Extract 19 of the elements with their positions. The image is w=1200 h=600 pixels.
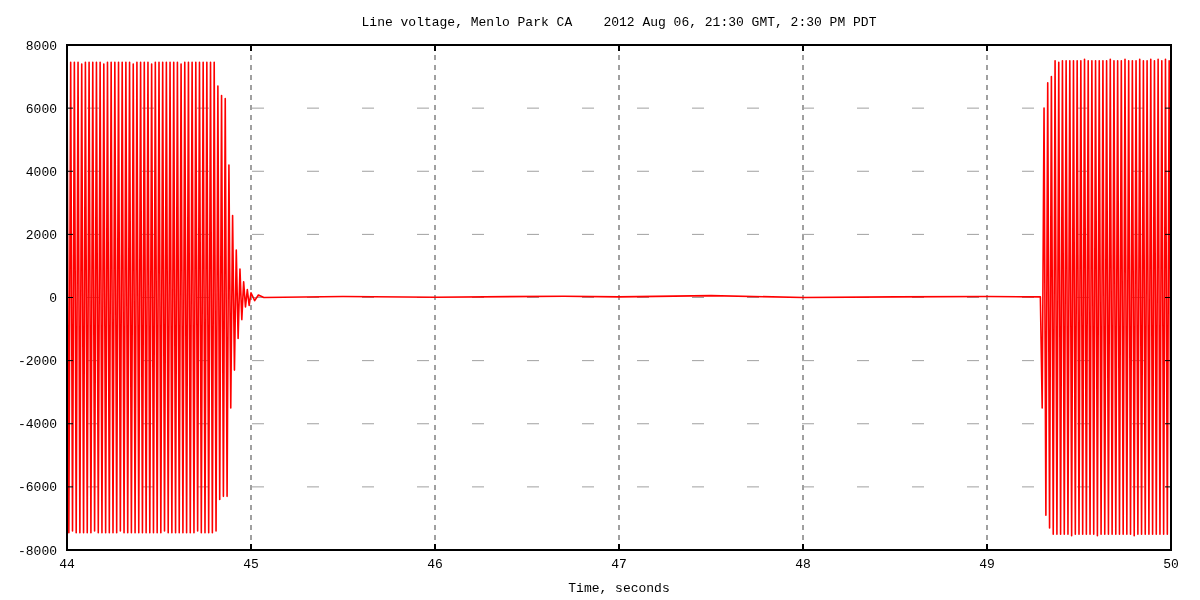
x-tick-label: 46 — [427, 557, 443, 572]
chart-title: Line voltage, Menlo Park CA 2012 Aug 06, 21:30 GMT, 2:30 PM PDT — [361, 15, 877, 30]
y-tick-label: 8000 — [25, 38, 57, 54]
x-tick-label: 47 — [611, 557, 627, 572]
y-tick-label: -8000 — [17, 543, 57, 559]
y-tick-label: 0 — [49, 291, 57, 307]
y-tick-label: -6000 — [17, 480, 57, 496]
x-tick-label: 45 — [243, 557, 259, 572]
y-tick-label: 6000 — [25, 101, 57, 117]
y-tick-label: 4000 — [25, 164, 57, 180]
x-tick-label: 49 — [979, 557, 995, 572]
line-series — [66, 58, 1172, 537]
x-tick-label: 48 — [795, 557, 811, 572]
x-axis-title: Time, seconds — [568, 581, 670, 596]
y-tick-label: 2000 — [25, 227, 57, 243]
x-tick-label: 50 — [1163, 557, 1179, 572]
y-tick-label: -2000 — [17, 354, 57, 370]
x-tick-label: 44 — [59, 557, 75, 572]
y-tick-label: -4000 — [17, 417, 57, 433]
